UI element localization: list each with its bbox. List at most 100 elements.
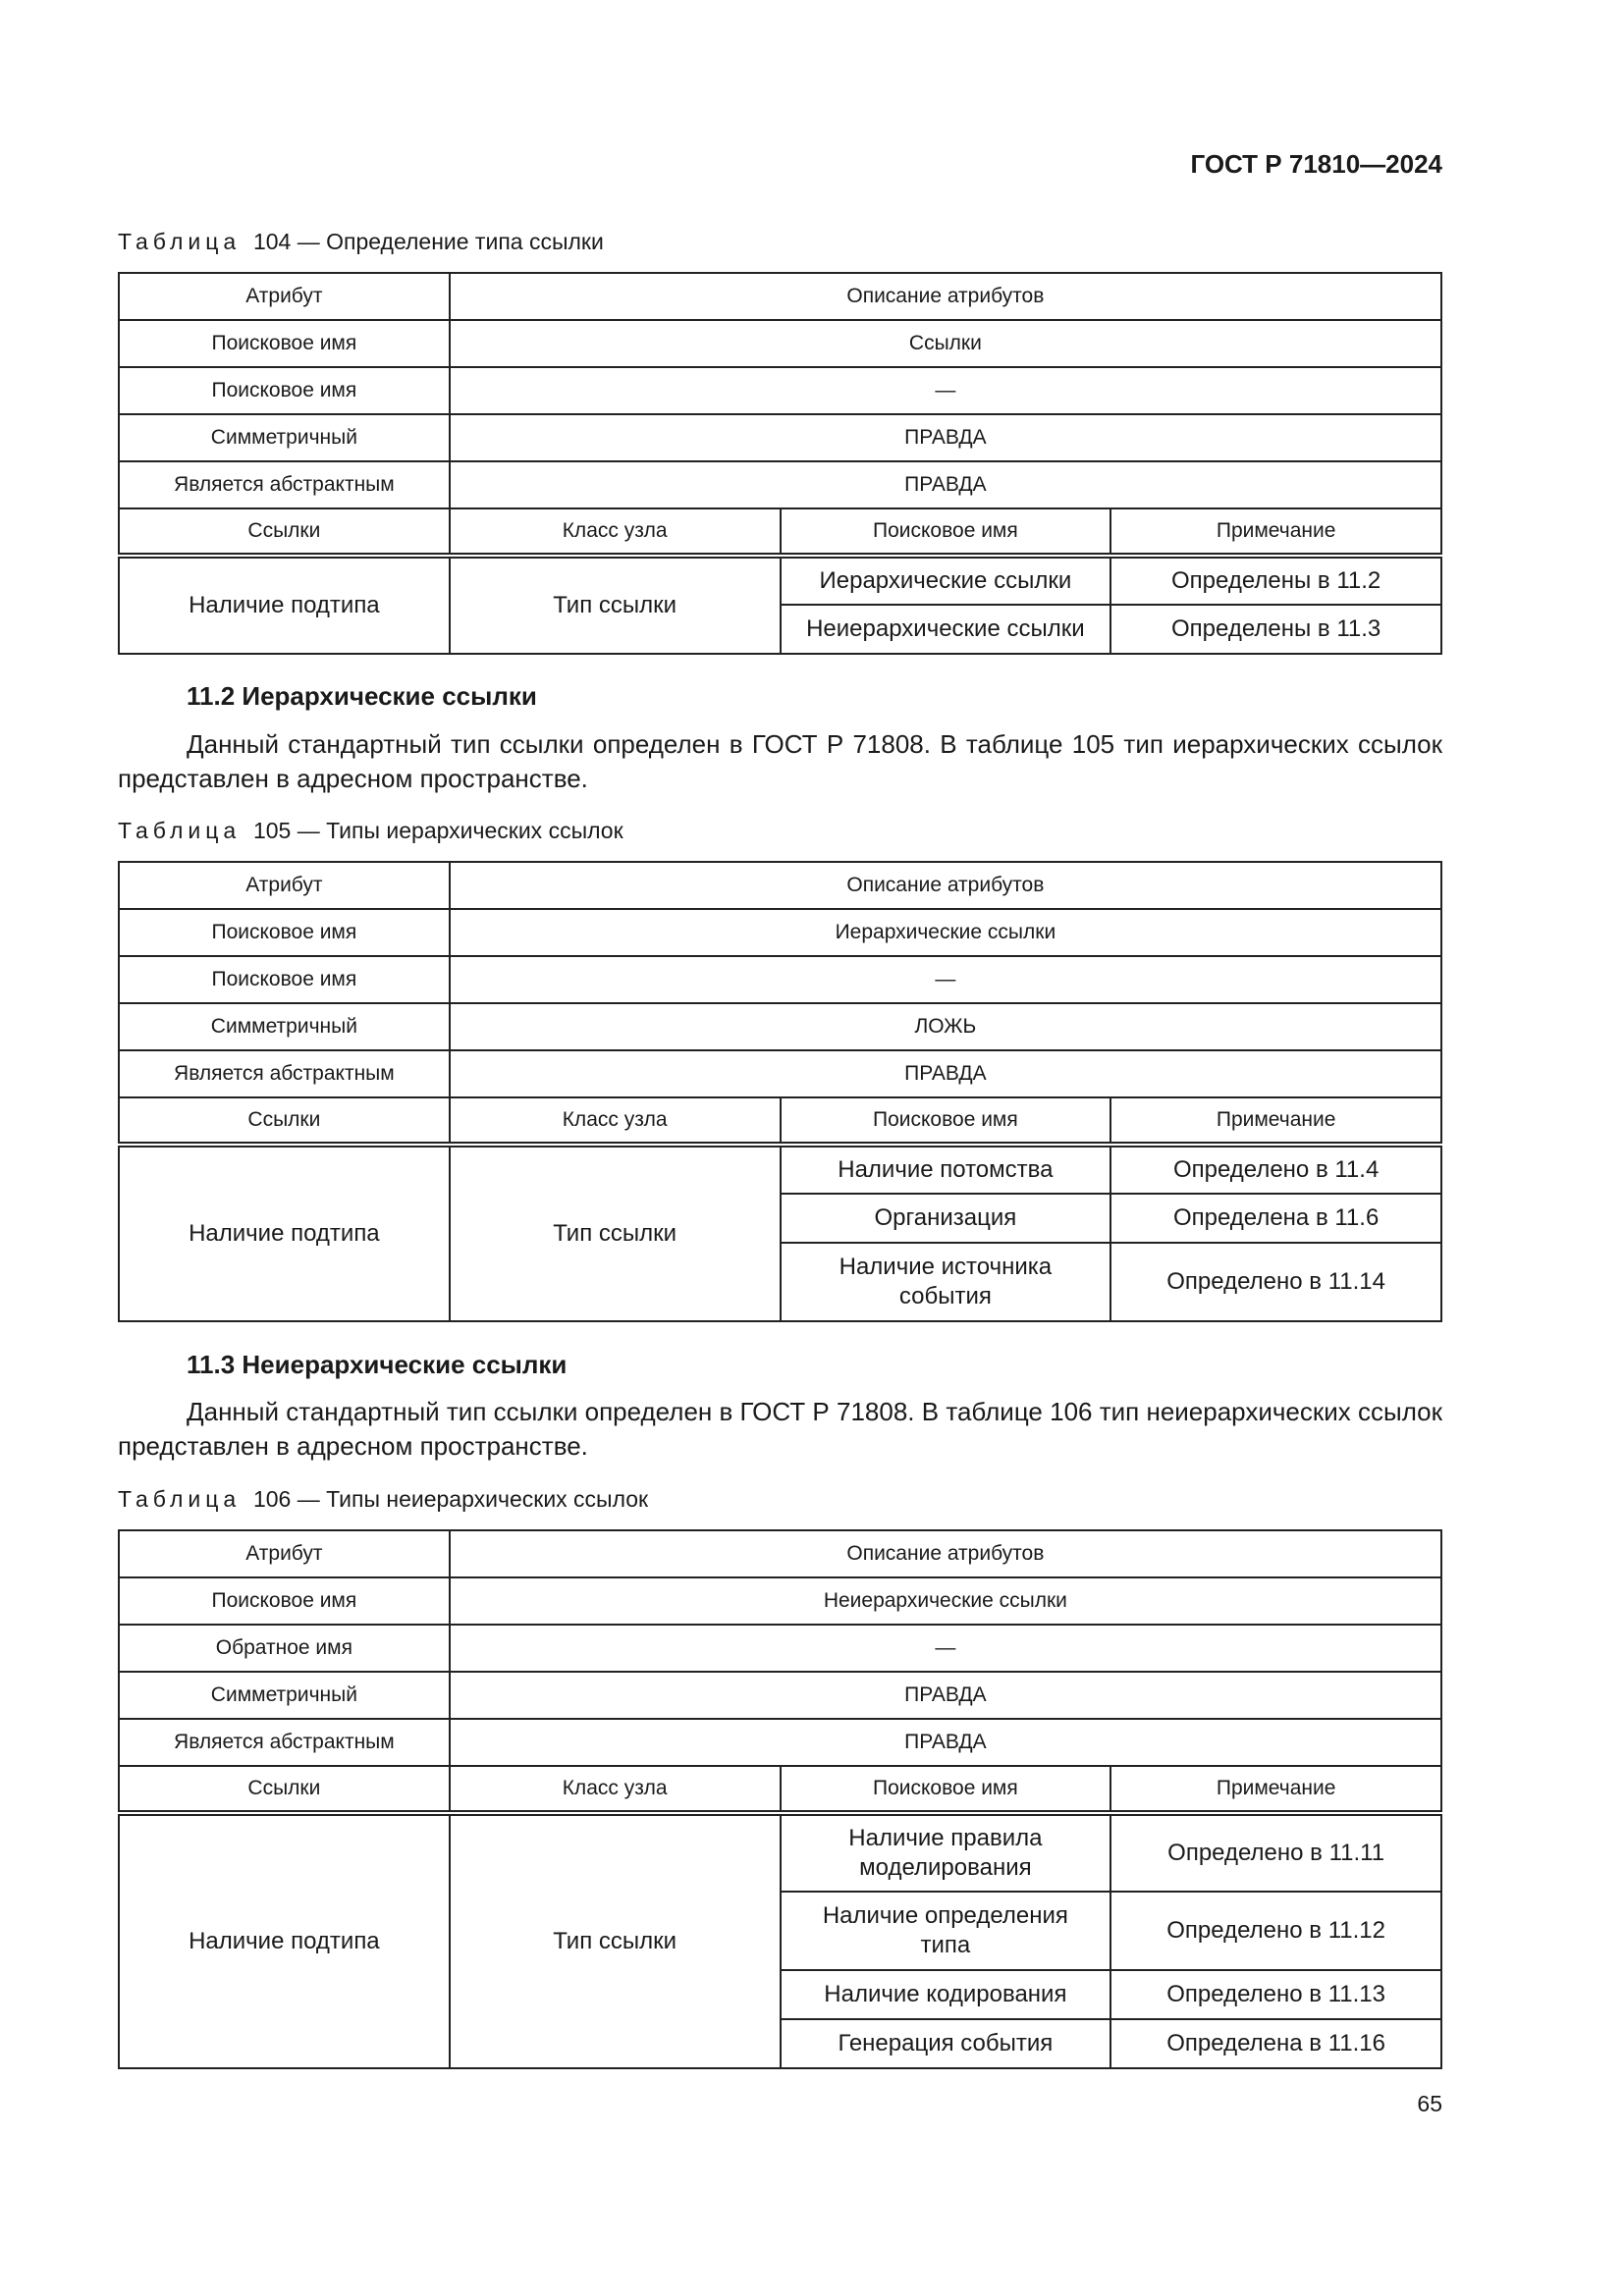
note: Определено в 11.11 — [1110, 1812, 1442, 1893]
attribute-name: Является абстрактным — [118, 1049, 451, 1098]
attribute-row: Симметричный ПРАВДА — [118, 413, 1443, 462]
browse-name: Наличие потомства — [779, 1144, 1112, 1195]
table-106: Атрибут Описание атрибутов Поисковое имя Не… — [118, 1529, 1443, 2069]
attribute-row: Является абстрактным ПРАВДА — [118, 460, 1443, 509]
attribute-row: Атрибут Описание атрибутов — [118, 272, 1443, 321]
attribute-value: ПРАВДА — [448, 1049, 1443, 1098]
browse-name: Иерархические ссылки — [779, 555, 1112, 606]
column-header: Примечание — [1110, 1096, 1442, 1148]
caption-text: 105 — Типы иерархических ссылок — [252, 818, 623, 843]
attribute-value: — — [448, 366, 1443, 415]
column-header: Класс узла — [448, 507, 782, 559]
table-105: Атрибут Описание атрибутов Поисковое имя Ие… — [118, 861, 1443, 1322]
note: Определены в 11.3 — [1110, 604, 1442, 655]
attribute-name: Симметричный — [118, 1671, 451, 1720]
reference-row: Неиерархические ссылки Определены в 11.3 — [119, 604, 1442, 655]
attribute-name: Атрибут — [118, 1529, 451, 1578]
column-header: Ссылки — [118, 1096, 451, 1148]
attribute-value: — — [448, 955, 1443, 1004]
attribute-value: Описание атрибутов — [448, 1529, 1443, 1578]
browse-name: Неиерархические ссылки — [779, 604, 1112, 655]
column-header: Поисковое имя — [779, 1096, 1112, 1148]
page-number: 65 — [1417, 2091, 1442, 2116]
node-class: Тип ссылки — [448, 1144, 782, 1322]
column-header: Примечание — [1110, 1765, 1442, 1816]
table-105-caption: Таблица 105 — Типы иерархических ссылок — [118, 818, 623, 844]
attribute-name: Поисковое имя — [118, 955, 451, 1004]
attribute-value: Иерархические ссылки — [448, 908, 1443, 957]
note: Определено в 11.14 — [1110, 1242, 1442, 1322]
reference-row: Наличие источника события Определено в 11… — [119, 1242, 1442, 1322]
reference-type: Наличие подтипа — [118, 1144, 451, 1322]
reference-row: Наличие подтипа Тип ссылки Наличие потомст… — [118, 1144, 1442, 1322]
attribute-name: Поисковое имя — [118, 319, 451, 368]
attribute-value: Описание атрибутов — [448, 861, 1443, 910]
browse-name: Организация — [779, 1193, 1112, 1244]
note: Определена в 11.16 — [1110, 2018, 1442, 2069]
browse-name: Наличие правила моделирования — [779, 1812, 1112, 1893]
caption-word: Таблица — [118, 229, 242, 254]
attribute-name: Поисковое имя — [118, 908, 451, 957]
reference-row: Наличие кодирования Определено в 11.13 — [119, 1969, 1442, 2020]
attribute-row: Симметричный ЛОЖЬ — [118, 1002, 1443, 1051]
attribute-name: Является абстрактным — [118, 460, 451, 509]
attribute-row: Поисковое имя Ссылки — [118, 319, 1443, 368]
caption-word: Таблица — [118, 1486, 242, 1512]
attribute-name: Атрибут — [118, 861, 451, 910]
section-11-3-title: 11.3 Неиерархические ссылки — [187, 1350, 568, 1379]
references-header-row: Ссылки Класс узла Поисковое имя Примечание — [118, 1765, 1442, 1816]
note: Определена в 11.6 — [1110, 1193, 1442, 1244]
references-header-row: Ссылки Класс узла Поисковое имя Примечание — [118, 1096, 1442, 1148]
attribute-value: — — [448, 1624, 1443, 1673]
attribute-value: ЛОЖЬ — [448, 1002, 1443, 1051]
attribute-row: Атрибут Описание атрибутов — [118, 1529, 1443, 1578]
column-header: Класс узла — [448, 1765, 782, 1816]
note: Определено в 11.12 — [1110, 1891, 1442, 1971]
attribute-name: Поисковое имя — [118, 1576, 451, 1626]
attribute-row: Поисковое имя Неиерархические ссылки — [118, 1576, 1443, 1626]
references-header-row: Ссылки Класс узла Поисковое имя Примечание — [118, 507, 1442, 559]
column-header: Примечание — [1110, 507, 1442, 559]
attribute-value: Описание атрибутов — [448, 272, 1443, 321]
reference-row: Наличие определения типа Определено в 11.… — [119, 1891, 1442, 1971]
reference-row: Наличие подтипа Тип ссылки Иерархические с… — [118, 555, 1442, 655]
browse-name: Наличие источника события — [779, 1242, 1112, 1322]
column-header: Поисковое имя — [779, 507, 1112, 559]
attribute-value: Ссылки — [448, 319, 1443, 368]
attribute-row: Поисковое имя Иерархические ссылки — [118, 908, 1443, 957]
section-11-2-text: Данный стандартный тип ссылки определен … — [118, 729, 1442, 793]
caption-text: 104 — Определение типа ссылки — [252, 229, 604, 254]
attribute-value: ПРАВДА — [448, 413, 1443, 462]
note: Определены в 11.2 — [1110, 555, 1442, 606]
caption-text: 106 — Типы неиерархических ссылок — [252, 1486, 649, 1512]
note: Определено в 11.13 — [1110, 1969, 1442, 2020]
document-id: ГОСТ Р 71810—2024 — [1190, 149, 1442, 179]
node-class: Тип ссылки — [448, 555, 782, 655]
attribute-value: ПРАВДА — [448, 1671, 1443, 1720]
attribute-name: Симметричный — [118, 413, 451, 462]
attribute-row: Является абстрактным ПРАВДА — [118, 1049, 1443, 1098]
attribute-name: Обратное имя — [118, 1624, 451, 1673]
browse-name: Генерация события — [779, 2018, 1112, 2069]
attribute-name: Симметричный — [118, 1002, 451, 1051]
table-106-caption: Таблица 106 — Типы неиерархических ссыло… — [118, 1486, 648, 1513]
attribute-row: Поисковое имя — — [118, 955, 1443, 1004]
table-104-caption: Таблица 104 — Определение типа ссылки — [118, 229, 604, 255]
note: Определено в 11.4 — [1110, 1144, 1442, 1195]
attribute-row: Является абстрактным ПРАВДА — [118, 1718, 1443, 1767]
attribute-row: Атрибут Описание атрибутов — [118, 861, 1443, 910]
section-11-2-title: 11.2 Иерархические ссылки — [187, 681, 537, 711]
attribute-name: Является абстрактным — [118, 1718, 451, 1767]
reference-type: Наличие подтипа — [118, 1812, 451, 2069]
node-class: Тип ссылки — [448, 1812, 782, 2069]
attribute-row: Обратное имя — — [118, 1624, 1443, 1673]
browse-name: Наличие кодирования — [779, 1969, 1112, 2020]
attribute-name: Атрибут — [118, 272, 451, 321]
section-11-3-text: Данный стандартный тип ссылки определен … — [118, 1397, 1442, 1461]
attribute-row: Поисковое имя — — [118, 366, 1443, 415]
column-header: Ссылки — [118, 1765, 451, 1816]
attribute-row: Симметричный ПРАВДА — [118, 1671, 1443, 1720]
column-header: Класс узла — [448, 1096, 782, 1148]
browse-name: Наличие определения типа — [779, 1891, 1112, 1971]
column-header: Ссылки — [118, 507, 451, 559]
